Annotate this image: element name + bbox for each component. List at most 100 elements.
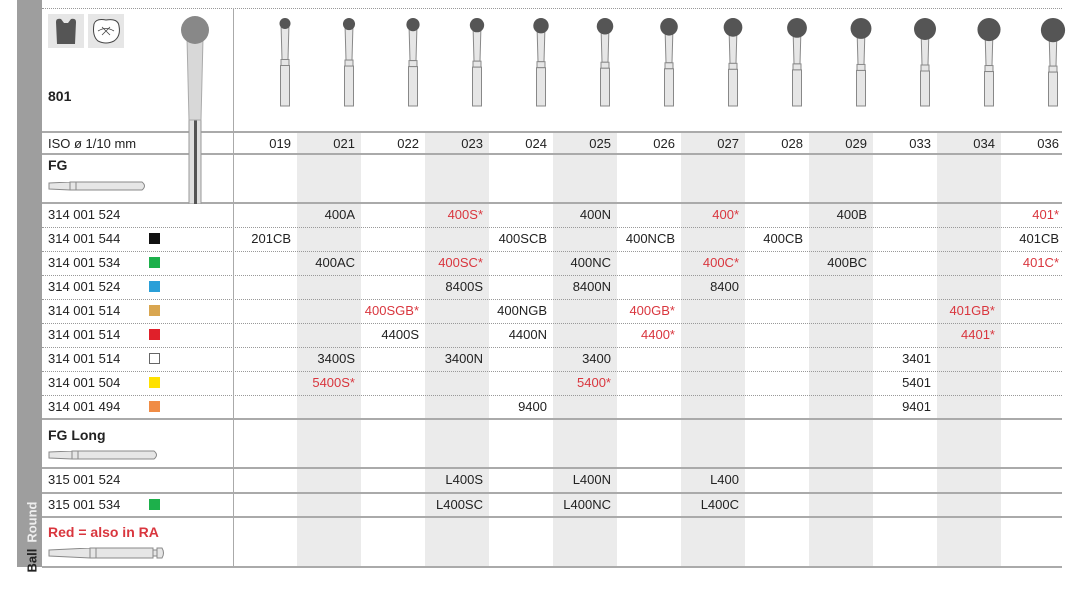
column-shade bbox=[553, 133, 617, 567]
catalog-cell[interactable]: L400NC bbox=[563, 497, 611, 512]
catalog-cell[interactable]: 4400N bbox=[508, 327, 547, 342]
catalog-cell[interactable]: 9400 bbox=[518, 399, 547, 414]
catalog-cell[interactable]: 400BC bbox=[827, 255, 867, 270]
divider bbox=[42, 516, 1062, 518]
bur-size-033-icon bbox=[914, 18, 936, 107]
article-number: 314 001 494 bbox=[48, 399, 121, 414]
grit-white-swatch bbox=[149, 353, 160, 364]
catalog-cell[interactable]: 400N bbox=[579, 207, 611, 222]
grit-green-swatch bbox=[149, 257, 160, 268]
catalog-cell[interactable]: 3400N bbox=[444, 351, 483, 366]
grit-green-swatch bbox=[149, 499, 160, 510]
divider bbox=[42, 467, 1062, 469]
section-fg-long: FG Long bbox=[48, 427, 106, 443]
catalog-cell[interactable]: 201CB bbox=[251, 231, 291, 246]
catalog-cell[interactable]: 9401 bbox=[902, 399, 931, 414]
divider bbox=[42, 227, 1062, 228]
divider bbox=[42, 153, 1062, 155]
catalog-cell[interactable]: L400C bbox=[700, 497, 739, 512]
section-fg: FG bbox=[48, 157, 68, 173]
bur-size-021-icon bbox=[342, 18, 356, 107]
catalog-cell[interactable]: 400SGB* bbox=[364, 303, 419, 318]
catalog-cell[interactable]: 401CB bbox=[1019, 231, 1059, 246]
divider bbox=[42, 371, 1062, 372]
catalog-cell[interactable]: 5401 bbox=[902, 375, 931, 390]
grit-black-swatch bbox=[149, 233, 160, 244]
catalog-cell[interactable]: 400NC bbox=[570, 255, 611, 270]
catalog-cell[interactable]: 8400S bbox=[445, 279, 483, 294]
catalog-cell[interactable]: 400S* bbox=[447, 207, 483, 222]
catalog-cell[interactable]: 400NGB bbox=[497, 303, 547, 318]
column-shade bbox=[809, 133, 873, 567]
catalog-cell[interactable]: 400C* bbox=[702, 255, 739, 270]
catalog-cell[interactable]: L400S bbox=[445, 472, 483, 487]
bur-size-034-icon bbox=[977, 18, 1001, 107]
catalog-cell[interactable]: 401C* bbox=[1022, 255, 1059, 270]
article-number: 314 001 514 bbox=[48, 351, 121, 366]
catalog-cell[interactable]: 8400 bbox=[710, 279, 739, 294]
occlusal-tooth-icon bbox=[88, 14, 124, 48]
divider bbox=[42, 418, 1062, 420]
divider bbox=[42, 566, 1062, 568]
catalog-cell[interactable]: 401* bbox=[1032, 207, 1059, 222]
bur-size-019-icon bbox=[279, 18, 291, 107]
ra-shank-icon bbox=[48, 547, 164, 559]
grit-blue-swatch bbox=[149, 281, 160, 292]
catalog-cell[interactable]: 5400S* bbox=[312, 375, 355, 390]
catalog-cell[interactable]: 3400 bbox=[582, 351, 611, 366]
size-header: 022 bbox=[397, 136, 419, 151]
size-header: 021 bbox=[333, 136, 355, 151]
fg-long-shank-icon bbox=[48, 450, 157, 460]
article-number: 315 001 524 bbox=[48, 472, 121, 487]
category-word-round: Round bbox=[24, 501, 40, 543]
catalog-cell[interactable]: 4400* bbox=[641, 327, 675, 342]
divider bbox=[42, 299, 1062, 300]
divider bbox=[42, 395, 1062, 396]
category-label: Ball Round bbox=[25, 483, 40, 573]
bur-size-023-icon bbox=[469, 18, 485, 107]
divider bbox=[42, 202, 1062, 204]
divider bbox=[42, 347, 1062, 348]
catalog-cell[interactable]: 400SCB bbox=[498, 231, 547, 246]
size-header: 028 bbox=[781, 136, 803, 151]
catalog-cell[interactable]: L400N bbox=[572, 472, 611, 487]
bur-icon bbox=[181, 16, 209, 204]
fg-shank-icon bbox=[48, 181, 145, 191]
catalog-cell[interactable]: 400A bbox=[324, 207, 355, 222]
bur-size-036-icon bbox=[1040, 18, 1066, 107]
bur-size-024-icon bbox=[533, 18, 549, 107]
catalog-cell[interactable]: 401GB* bbox=[949, 303, 995, 318]
size-header: 034 bbox=[973, 136, 995, 151]
grit-yellow-swatch bbox=[149, 377, 160, 388]
product-number: 801 bbox=[48, 88, 72, 104]
catalog-cell[interactable]: 400* bbox=[712, 207, 739, 222]
article-number: 315 001 534 bbox=[48, 497, 121, 512]
column-shade bbox=[681, 133, 745, 567]
bur-size-022-icon bbox=[406, 18, 420, 107]
grit-orange-swatch bbox=[149, 401, 160, 412]
grit-gold-swatch bbox=[149, 305, 160, 316]
catalog-cell[interactable]: 8400N bbox=[572, 279, 611, 294]
divider bbox=[42, 492, 1062, 494]
size-header: 019 bbox=[269, 136, 291, 151]
bur-size-028-icon bbox=[787, 18, 807, 107]
size-header: 033 bbox=[909, 136, 931, 151]
catalog-cell[interactable]: 4400S bbox=[381, 327, 419, 342]
catalog-cell[interactable]: 4401* bbox=[961, 327, 995, 342]
bur-size-029-icon bbox=[850, 18, 872, 107]
catalog-cell[interactable]: 400GB* bbox=[629, 303, 675, 318]
catalog-cell[interactable]: 3401 bbox=[902, 351, 931, 366]
catalog-cell[interactable]: L400 bbox=[710, 472, 739, 487]
catalog-cell[interactable]: 5400* bbox=[577, 375, 611, 390]
catalog-cell[interactable]: 400CB bbox=[763, 231, 803, 246]
catalog-cell[interactable]: 400AC bbox=[315, 255, 355, 270]
catalog-cell[interactable]: 400B bbox=[836, 207, 867, 222]
size-header: 027 bbox=[717, 136, 739, 151]
catalog-cell[interactable]: 400NCB bbox=[625, 231, 675, 246]
column-shade bbox=[425, 133, 489, 567]
size-header: 023 bbox=[461, 136, 483, 151]
catalog-cell[interactable]: L400SC bbox=[436, 497, 483, 512]
size-header: 024 bbox=[525, 136, 547, 151]
catalog-cell[interactable]: 3400S bbox=[317, 351, 355, 366]
catalog-cell[interactable]: 400SC* bbox=[438, 255, 483, 270]
